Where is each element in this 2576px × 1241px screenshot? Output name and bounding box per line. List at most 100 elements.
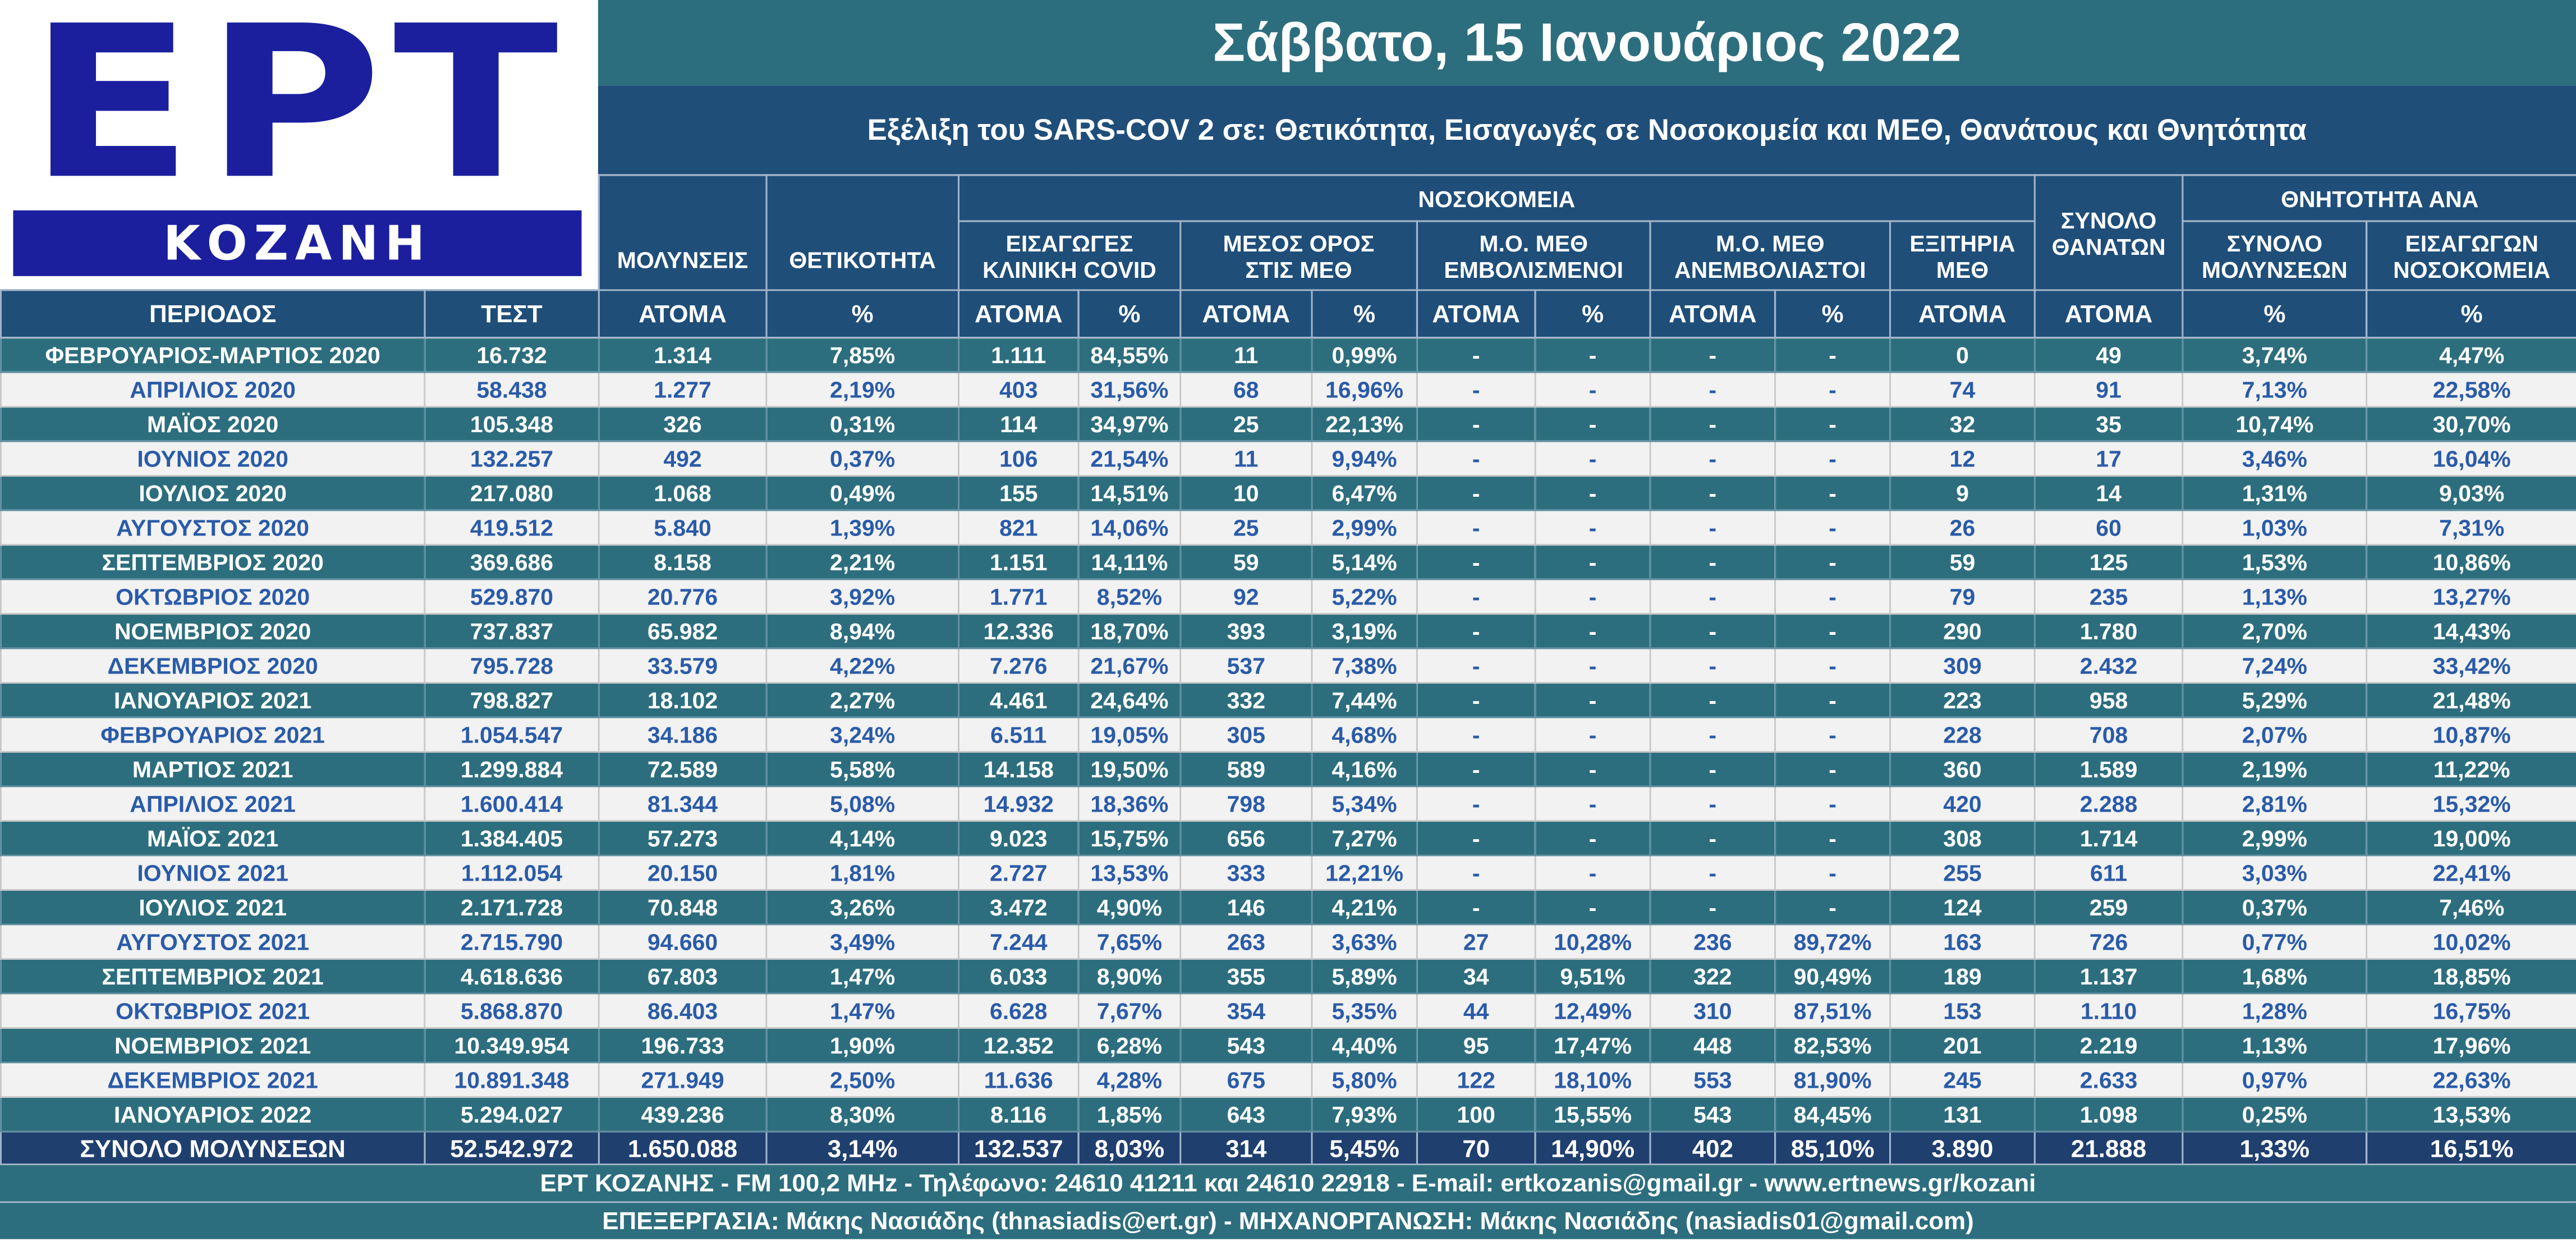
data-cell: 74 <box>1889 371 2036 408</box>
data-cell: 13,53% <box>2366 1096 2576 1133</box>
period-cell: ΑΠΡΙΛΙΟΣ 2021 <box>0 785 426 822</box>
logo-city: ΚΟΖΑΝΗ <box>13 210 582 276</box>
period-cell: ΟΚΤΩΒΡΙΟΣ 2020 <box>0 578 426 615</box>
data-cell: 4,28% <box>1077 1061 1182 1098</box>
data-cell: 2,27% <box>765 682 959 718</box>
data-cell: 1.068 <box>598 475 768 511</box>
data-cell: - <box>1774 371 1891 408</box>
data-cell: 18,70% <box>1077 613 1182 649</box>
data-cell: 8,52% <box>1077 578 1182 615</box>
total-cell: 314 <box>1179 1130 1313 1169</box>
data-row: ΜΑΡΤΙΟΣ 2021 1.299.884 72.589 5,58% 14.158 19… <box>0 751 2576 787</box>
data-cell: - <box>1774 406 1891 442</box>
data-cell: 5,35% <box>1311 992 1418 1029</box>
data-cell: 5.294.027 <box>424 1096 600 1133</box>
data-cell: - <box>1649 440 1776 477</box>
data-cell: 3,03% <box>2182 854 2368 891</box>
data-cell: 1.111 <box>957 337 1080 373</box>
unit-cell: ΑΤΟΜΑ <box>2033 289 2184 339</box>
data-cell: 90,49% <box>1774 958 1891 995</box>
data-cell: 7,93% <box>1311 1096 1418 1133</box>
data-cell: - <box>1534 578 1651 615</box>
data-cell: 58.438 <box>424 371 600 408</box>
data-cell: 1,31% <box>2182 475 2368 511</box>
data-cell: - <box>1534 337 1651 373</box>
data-row: ΙΟΥΛΙΟΣ 2020 217.080 1.068 0,49% 155 14,51% 10… <box>0 475 2576 511</box>
data-cell: 87,51% <box>1774 992 1891 1029</box>
header-line: Μ.Ο. ΜΕΘ <box>1479 229 1588 256</box>
data-cell: 1,28% <box>2182 992 2368 1029</box>
data-cell: 2,19% <box>2182 751 2368 787</box>
data-cell: 20.776 <box>598 578 768 615</box>
data-cell: 163 <box>1889 923 2036 960</box>
data-cell: 12,21% <box>1311 854 1418 891</box>
unit-cell: ΑΤΟΜΑ <box>1649 289 1776 339</box>
header-row: ΕΙΣΑΓΩΓΕΣ ΚΛΙΝΙΚΗ COVID ΜΕΣΟΣ ΟΡΟΣ ΣΤΙΣ ΜΕΘ… <box>1 220 2576 291</box>
period-cell: ΝΟΕΜΒΡΙΟΣ 2021 <box>0 1027 426 1064</box>
data-cell: 8.116 <box>957 1096 1080 1133</box>
data-cell: 354 <box>1179 992 1313 1029</box>
data-cell: - <box>1774 544 1891 580</box>
period-cell: ΙΟΥΛΙΟΣ 2020 <box>0 475 426 511</box>
period-cell: ΜΑΡΤΙΟΣ 2021 <box>0 751 426 787</box>
total-cell: 8,03% <box>1077 1130 1182 1169</box>
data-cell: 1.054.547 <box>424 716 600 753</box>
data-cell: 34.186 <box>598 716 768 753</box>
data-cell: - <box>1534 544 1651 580</box>
data-cell: 322 <box>1649 958 1776 995</box>
data-cell: 25 <box>1179 406 1313 442</box>
header-line: ΑΝΕΜΒΟΛΙΑΣΤΟΙ <box>1674 255 1866 282</box>
data-cell: 81,90% <box>1774 1061 1891 1098</box>
data-cell: 4.618.636 <box>424 958 600 995</box>
data-cell: 958 <box>2033 682 2184 718</box>
data-cell: 10,02% <box>2366 923 2576 960</box>
data-cell: - <box>1774 509 1891 546</box>
data-cell: 1.098 <box>2033 1096 2184 1133</box>
data-cell: 3.472 <box>957 889 1080 926</box>
data-cell: 1,90% <box>765 1027 959 1064</box>
data-cell: 12,49% <box>1534 992 1651 1029</box>
data-cell: 1.277 <box>598 371 768 408</box>
header-cell: Μ.Ο. ΜΕΘ ΕΜΒΟΛΙΣΜΕΝΟΙ <box>1416 220 1651 291</box>
data-cell: 332 <box>1179 682 1313 718</box>
data-cell: 5.840 <box>598 509 768 546</box>
data-cell: 439.236 <box>598 1096 768 1133</box>
header-group: ΝΟΣΟΚΟΜΕΙΑ <box>957 174 2036 222</box>
data-cell: 3,19% <box>1311 613 1418 649</box>
data-cell: 21,54% <box>1077 440 1182 477</box>
header-cell: ΘΕΤΙΚΟΤΗΤΑ <box>765 174 959 291</box>
data-cell: 10,28% <box>1534 923 1651 960</box>
data-cell: 15,55% <box>1534 1096 1651 1133</box>
data-row: ΟΚΤΩΒΡΙΟΣ 2020 529.870 20.776 3,92% 1.771 8,5… <box>0 578 2576 615</box>
data-cell: 326 <box>598 406 768 442</box>
data-cell: 22,41% <box>2366 854 2576 891</box>
data-cell: 798 <box>1179 785 1313 822</box>
data-cell: 3,74% <box>2182 337 2368 373</box>
data-cell: 84,45% <box>1774 1096 1891 1133</box>
data-cell: 611 <box>2033 854 2184 891</box>
data-cell: 245 <box>1889 1061 2036 1098</box>
data-cell: 44 <box>1416 992 1536 1029</box>
data-cell: 27 <box>1416 923 1536 960</box>
data-cell: 1.589 <box>2033 751 2184 787</box>
data-cell: 0,25% <box>2182 1096 2368 1133</box>
data-cell: 6,47% <box>1311 475 1418 511</box>
footer-credits: ΕΠΕΞΕΡΓΑΣΙΑ: Μάκης Νασιάδης (thnasiadis@… <box>0 1201 2576 1239</box>
data-cell: 656 <box>1179 820 1313 857</box>
data-cell: 2.219 <box>2033 1027 2184 1064</box>
period-cell: ΑΠΡΙΛΙΟΣ 2020 <box>0 371 426 408</box>
data-cell: - <box>1649 751 1776 787</box>
data-cell: 7.276 <box>957 647 1080 684</box>
data-cell: - <box>1649 509 1776 546</box>
data-cell: - <box>1649 371 1776 408</box>
data-cell: 26 <box>1889 509 2036 546</box>
data-cell: 5,34% <box>1311 785 1418 822</box>
data-cell: - <box>1774 854 1891 891</box>
data-cell: 201 <box>1889 1027 2036 1064</box>
data-cell: 14,43% <box>2366 613 2576 649</box>
data-cell: - <box>1416 371 1536 408</box>
data-cell: 1.600.414 <box>424 785 600 822</box>
header-cell: ΕΞΙΤΗΡΙΑ ΜΕΘ <box>1889 220 2036 291</box>
data-cell: 19,05% <box>1077 716 1182 753</box>
data-cell: 153 <box>1889 992 2036 1029</box>
